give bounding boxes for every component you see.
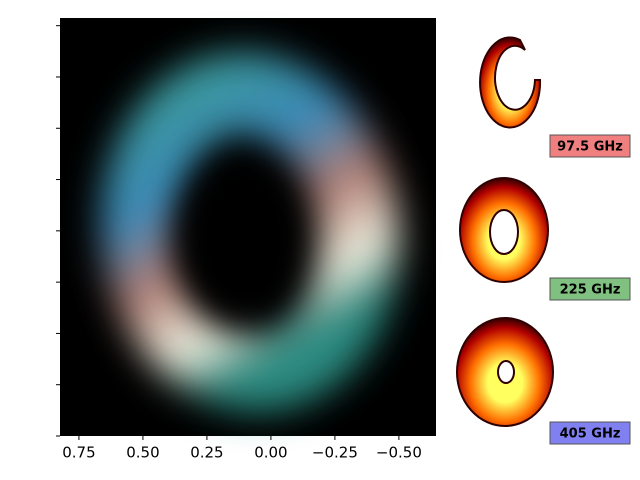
x-tick-label: 0.25: [190, 444, 223, 462]
x-tick-label: −0.50: [376, 444, 422, 462]
main-image: [101, 52, 399, 412]
panel-label-box: [549, 134, 631, 158]
x-tick-label: 0.00: [254, 444, 287, 462]
x-tick-label: −0.25: [312, 444, 358, 462]
x-tick-label: 0.50: [126, 444, 159, 462]
panel-label-box: [549, 421, 631, 445]
panel-label: 225 GHz: [560, 283, 621, 298]
panel-label: 97.5 GHz: [557, 140, 623, 155]
x-tick-label: 0.75: [62, 444, 95, 462]
panel-label: 405 GHz: [560, 427, 621, 442]
panel-images: [455, 36, 555, 427]
panel-label-box: [549, 277, 631, 301]
